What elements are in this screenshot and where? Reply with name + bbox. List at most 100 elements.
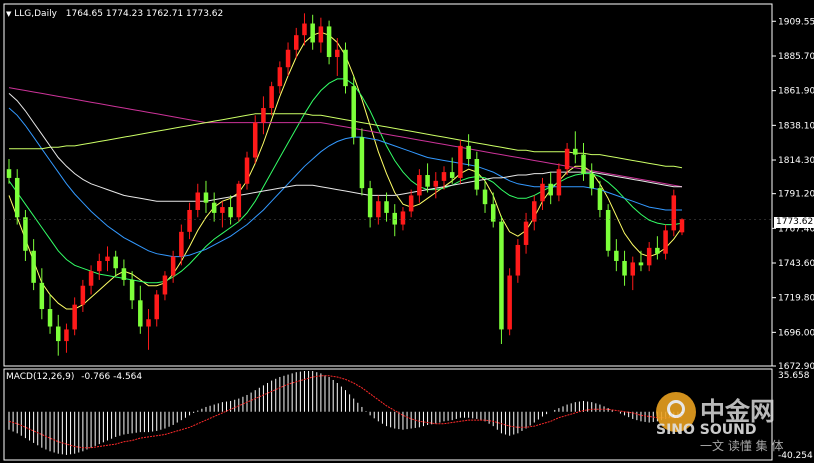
candle-body: [474, 158, 480, 190]
candle-body: [523, 221, 529, 245]
candle-body: [236, 183, 242, 218]
candle-body: [39, 282, 45, 310]
candle-body: [187, 209, 192, 232]
candle-body: [400, 211, 406, 225]
candle-body: [113, 256, 118, 269]
logo-brand-en: SINO SOUND: [656, 422, 757, 438]
candle-body: [302, 23, 307, 36]
moving-average-line: [9, 113, 683, 169]
candle-body: [252, 122, 258, 158]
candle-body: [359, 137, 365, 189]
candle-body: [154, 294, 159, 320]
candle-body: [425, 175, 430, 187]
candle-body: [376, 201, 381, 218]
candle-body: [351, 86, 356, 138]
candle-body: [490, 204, 496, 222]
candle-body: [203, 192, 209, 203]
candle-body: [211, 202, 217, 213]
candle-body: [14, 177, 20, 218]
candle-body: [671, 195, 677, 231]
current-price-tag: 1773.62: [774, 217, 814, 228]
candle-body: [31, 250, 36, 283]
macd-header: MACD(12,26,9) -0.766 -4.564: [6, 372, 142, 382]
candle-body: [277, 67, 283, 87]
price-axis-label: 1719.80: [778, 294, 814, 304]
candle-body: [515, 244, 521, 276]
symbol-label: LLG,Daily: [14, 9, 57, 19]
chart-header: ▼ LLG,Daily 1764.65 1774.23 1762.71 1773…: [6, 9, 223, 19]
ohlc-readout: 1764.65 1774.23 1762.71 1773.62: [65, 9, 224, 19]
candle-body: [195, 192, 201, 210]
candle-body: [146, 319, 151, 327]
candle-body: [605, 209, 611, 251]
candle-body: [129, 279, 135, 301]
candle-body: [170, 256, 176, 276]
price-axis-label: 1909.55: [778, 17, 814, 27]
macd-values: -0.766 -4.564: [81, 372, 143, 382]
moving-average-line: [8, 93, 682, 202]
candle-body: [121, 268, 127, 280]
candle-body: [630, 262, 636, 276]
candle-body: [220, 207, 225, 213]
candle-body: [655, 247, 660, 254]
candle-body: [507, 275, 512, 330]
candle-body: [384, 201, 389, 213]
candle-body: [6, 169, 12, 178]
candle-body: [646, 247, 652, 266]
candle-body: [638, 262, 644, 266]
candle-body: [408, 195, 414, 212]
logo-emblem-icon: [656, 392, 696, 432]
candle-body: [179, 231, 184, 257]
candle-body: [80, 285, 86, 305]
candle-body: [318, 26, 324, 43]
candle-body: [564, 148, 570, 170]
candle-body: [466, 145, 471, 159]
price-axis-label: 1696.00: [778, 328, 814, 338]
price-axis-label: 1838.10: [778, 121, 814, 131]
moving-average-line: [8, 107, 682, 258]
candle-body: [64, 329, 69, 342]
price-axis-label: 1743.60: [778, 259, 814, 269]
macd-panel-frame: [3, 368, 773, 461]
candle-body: [261, 108, 266, 123]
candle-body: [532, 201, 537, 222]
candle-body: [228, 207, 233, 218]
price-axis-label: 1791.20: [778, 190, 814, 200]
candle-body: [441, 172, 447, 181]
candle-body: [663, 230, 668, 254]
macd-label: MACD(12,26,9): [6, 372, 75, 382]
price-axis-label: 1672.90: [778, 362, 814, 372]
logo-brand-cn: 中金网: [700, 397, 776, 426]
logo-slogan: 一文 读懂 集 体: [700, 439, 784, 453]
candle-body: [285, 49, 291, 68]
candle-body: [162, 275, 168, 295]
candle-body: [556, 169, 562, 196]
candle-body: [72, 304, 77, 330]
candle-body: [499, 221, 504, 330]
price-axis-label: 1861.90: [778, 87, 814, 97]
candle-body: [573, 148, 578, 155]
candle-body: [97, 260, 102, 272]
price-axis-label: 1814.30: [778, 156, 814, 166]
candle-body: [614, 250, 619, 261]
candle-body: [367, 188, 373, 218]
candle-body: [589, 173, 594, 189]
macd-signal-line: [8, 375, 683, 449]
candle-body: [105, 256, 110, 261]
candle-body: [343, 49, 348, 87]
candle-body: [433, 180, 439, 187]
price-axis-label: 1767.40: [778, 224, 814, 234]
dropdown-triangle-icon[interactable]: ▼: [6, 10, 12, 18]
candle-body: [679, 219, 685, 233]
candle-body: [622, 260, 627, 276]
moving-average-line: [8, 78, 683, 284]
candle-body: [310, 23, 315, 43]
candle-body: [417, 175, 422, 196]
candle-body: [482, 189, 488, 205]
candle-body: [47, 309, 53, 327]
candle-body: [138, 300, 143, 327]
candle-body: [597, 188, 603, 210]
macd-axis-label: 35.658: [778, 371, 810, 381]
candle-body: [55, 326, 61, 342]
